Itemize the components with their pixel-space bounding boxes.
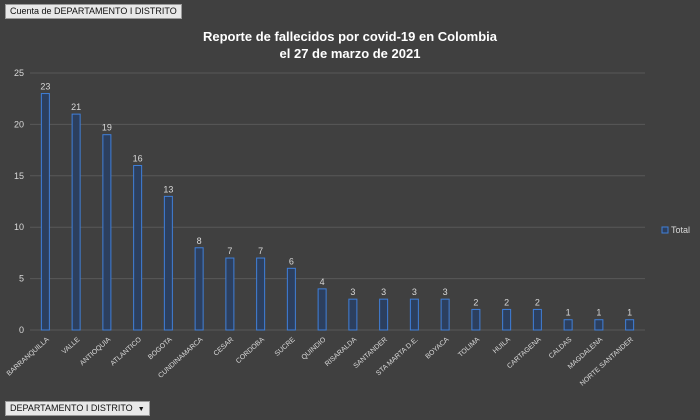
data-label: 3	[350, 287, 355, 297]
data-label: 21	[71, 102, 81, 112]
bar	[225, 257, 235, 331]
data-label: 7	[258, 246, 263, 256]
legend: Total	[661, 225, 690, 235]
x-tick-label: BARRANQUILLA	[6, 336, 51, 378]
legend-swatch	[661, 226, 669, 234]
data-label: 19	[102, 123, 112, 133]
bar	[133, 165, 143, 331]
bar	[379, 298, 389, 331]
bar	[502, 308, 512, 331]
data-label: 4	[320, 277, 325, 287]
y-tick-label: 20	[14, 119, 24, 129]
bar	[163, 195, 173, 331]
data-label: 3	[443, 287, 448, 297]
y-tick-label: 25	[14, 68, 24, 78]
data-label: 3	[412, 287, 417, 297]
bar	[471, 308, 481, 331]
bar	[102, 134, 112, 331]
data-label: 1	[596, 308, 601, 318]
values-field-button[interactable]: Cuenta de DEPARTAMENTO I DISTRITO	[5, 4, 182, 19]
data-label: 23	[40, 82, 50, 92]
data-label: 1	[566, 308, 571, 318]
y-tick-label: 10	[14, 222, 24, 232]
x-tick-label: CESAR	[213, 336, 236, 357]
dropdown-arrow-icon: ▼	[137, 406, 145, 413]
bar	[409, 298, 419, 331]
y-tick-label: 15	[14, 171, 24, 181]
bar	[317, 288, 327, 331]
data-label: 2	[504, 297, 509, 307]
bar	[594, 319, 604, 331]
x-tick-label: TOLIMA	[457, 336, 481, 359]
data-label: 1	[627, 308, 632, 318]
data-label: 6	[289, 256, 294, 266]
data-label: 13	[163, 184, 173, 194]
y-tick-label: 0	[19, 325, 24, 335]
bar	[348, 298, 358, 331]
bar	[440, 298, 450, 331]
x-tick-label: SUCRE	[274, 336, 297, 358]
x-tick-label: CALDAS	[548, 336, 574, 360]
y-tick-label: 5	[19, 274, 24, 284]
data-label: 16	[133, 154, 143, 164]
chart-title: Reporte de fallecidos por covid-19 en Co…	[203, 29, 498, 44]
gridlines	[30, 72, 645, 331]
data-label: 2	[473, 297, 478, 307]
data-label: 8	[197, 236, 202, 246]
legend-label: Total	[671, 225, 690, 235]
data-label: 2	[535, 297, 540, 307]
x-tick-label: HUILA	[492, 336, 512, 355]
bar	[625, 319, 635, 331]
bar	[40, 93, 50, 331]
values-field-label: Cuenta de DEPARTAMENTO I DISTRITO	[10, 6, 177, 16]
data-label: 7	[227, 246, 232, 256]
x-tick-label: ANTIOQUIA	[79, 336, 113, 367]
bars	[40, 93, 635, 331]
x-tick-label: NORTE SANTANDER	[579, 336, 635, 387]
y-axis: 0 5 10 15 20 25	[14, 68, 24, 335]
x-tick-label: BOYACA	[424, 336, 450, 361]
bar	[256, 257, 266, 331]
axis-field-label: DEPARTAMENTO I DISTRITO	[10, 403, 133, 413]
x-tick-label: BOGOTA	[147, 336, 174, 361]
data-label: 3	[381, 287, 386, 297]
x-tick-label: QUINDIO	[301, 336, 328, 362]
chart-subtitle: el 27 de marzo de 2021	[280, 46, 421, 61]
bar	[532, 308, 542, 331]
bar	[563, 319, 573, 331]
bar	[194, 247, 204, 331]
x-tick-label: CORDOBA	[235, 336, 266, 365]
x-tick-label: VALLE	[61, 336, 82, 356]
bar	[286, 267, 296, 331]
x-tick-label: ATLANTICO	[109, 336, 143, 368]
bar	[71, 113, 81, 331]
axis-field-dropdown[interactable]: DEPARTAMENTO I DISTRITO ▼	[5, 401, 150, 416]
